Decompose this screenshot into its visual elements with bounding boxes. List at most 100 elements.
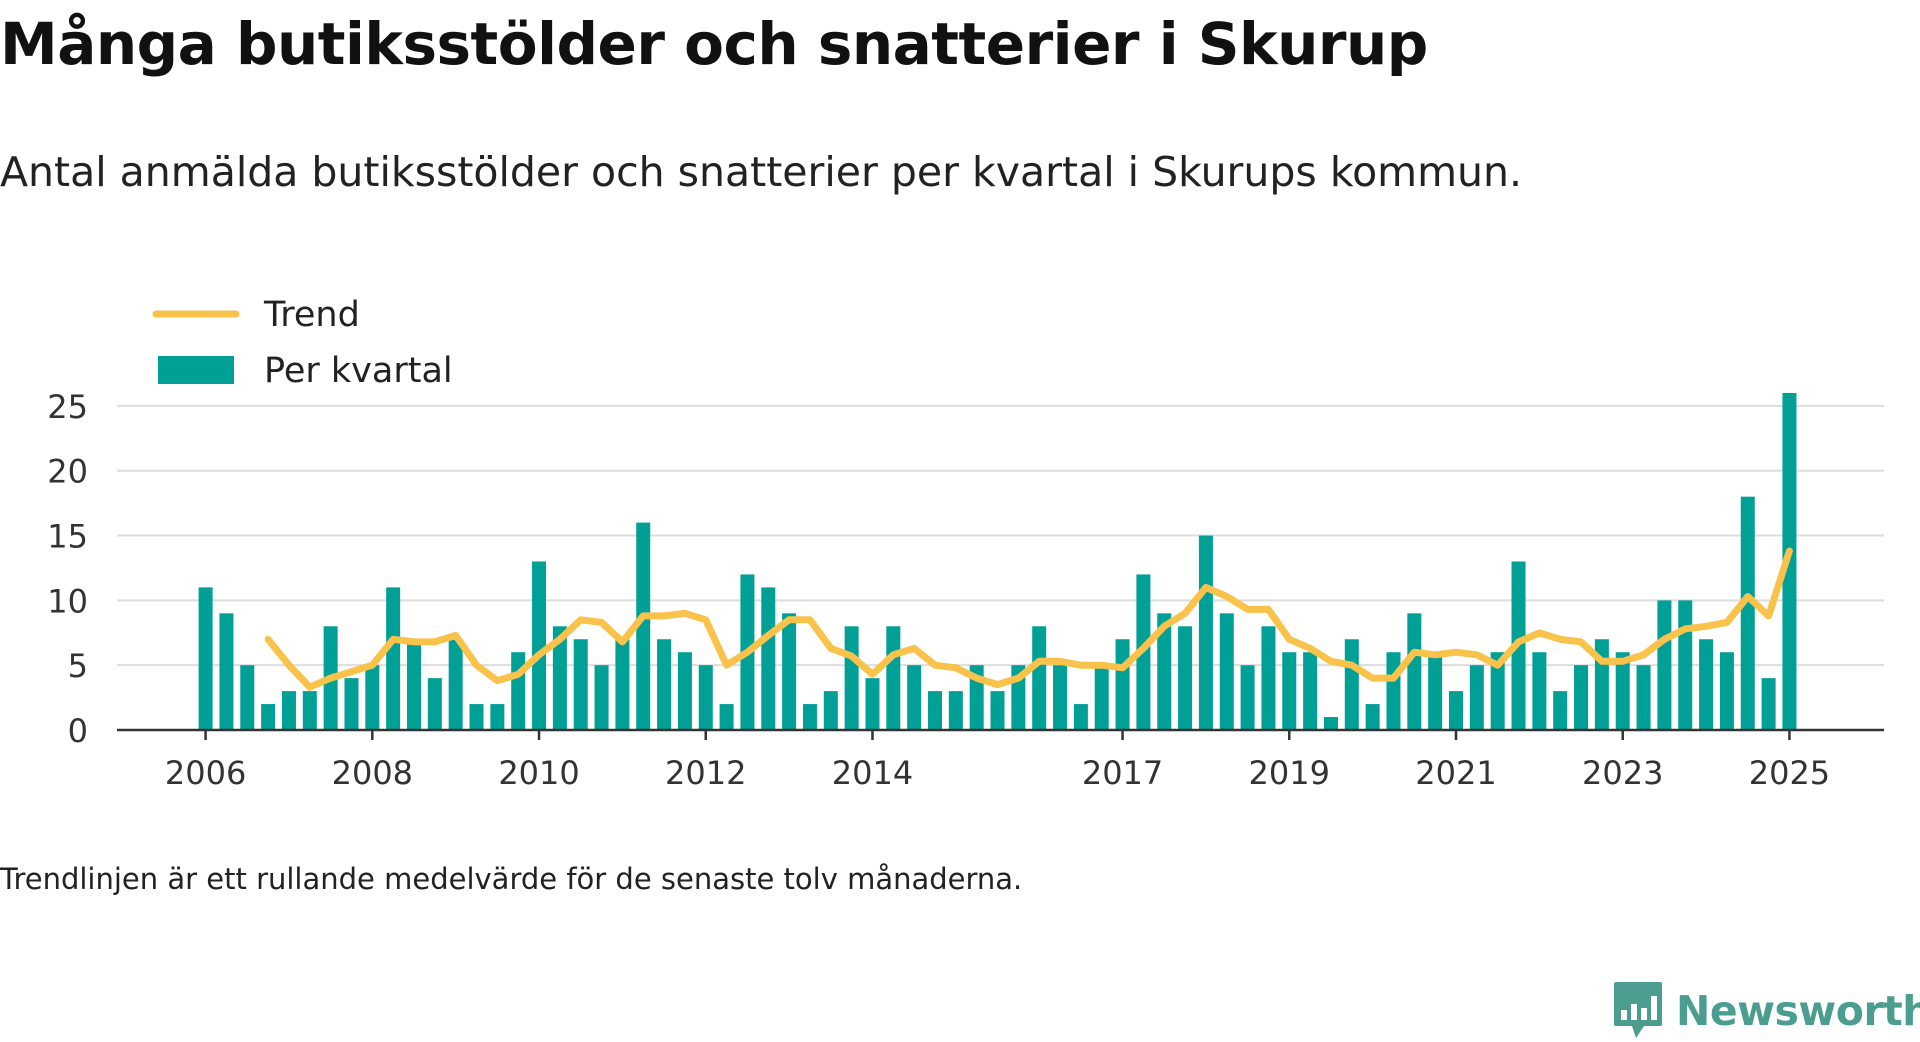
bar — [1219, 613, 1234, 730]
bar — [198, 587, 213, 730]
bar — [1115, 639, 1130, 730]
bar — [344, 678, 359, 730]
grid-lines — [117, 404, 1884, 667]
bar — [1719, 652, 1734, 730]
y-tick-label: 15 — [47, 518, 88, 556]
bar — [1699, 639, 1714, 730]
bar — [1032, 626, 1047, 730]
chart-subtitle: Antal anmälda butiksstölder och snatteri… — [0, 148, 1523, 196]
bar — [261, 704, 276, 730]
bar — [1178, 626, 1193, 730]
x-tick-label: 2012 — [665, 754, 746, 792]
bar — [802, 704, 817, 730]
bar — [281, 691, 296, 730]
bar — [1615, 652, 1630, 730]
y-tick-label: 20 — [47, 453, 88, 491]
y-tick-label: 25 — [47, 388, 88, 426]
bar — [844, 626, 859, 730]
x-tick-label: 2008 — [332, 754, 413, 792]
bar — [636, 522, 651, 730]
bar — [886, 626, 901, 730]
x-tick-label: 2006 — [165, 754, 246, 792]
y-tick-label: 5 — [68, 647, 88, 685]
bar — [1678, 600, 1693, 730]
bar — [573, 639, 588, 730]
trend-line — [264, 547, 1793, 691]
bar — [1365, 704, 1380, 730]
bar — [302, 691, 317, 730]
bar — [657, 639, 672, 730]
legend-bar-swatch — [158, 356, 234, 384]
x-tick-label: 2014 — [832, 754, 913, 792]
bar — [1553, 691, 1568, 730]
bar — [782, 613, 797, 730]
bar-series — [198, 392, 1797, 730]
bar — [948, 691, 963, 730]
bar-chart-speech-bubble-icon — [1614, 982, 1662, 1038]
legend-trend-label: Trend — [263, 295, 360, 335]
bar — [1282, 652, 1297, 730]
footnote: Trendlinjen är ett rullande medelvärde f… — [0, 862, 1023, 896]
x-tick-label: 2021 — [1415, 754, 1496, 792]
bar — [1094, 665, 1109, 730]
bar — [990, 691, 1005, 730]
bar — [511, 652, 526, 730]
bar — [490, 704, 505, 730]
bar — [219, 613, 234, 730]
y-tick-label: 10 — [47, 582, 88, 620]
bar — [552, 626, 567, 730]
bar — [1344, 639, 1359, 730]
x-axis-ticks: 2006 2008 2010 2012 2014 2017 2019 2021 2023 2025 — [165, 730, 1830, 792]
bar — [1323, 717, 1338, 730]
bar — [448, 639, 463, 730]
bar — [1261, 626, 1276, 730]
y-tick-label: 0 — [68, 712, 88, 750]
bar — [386, 587, 401, 730]
bar — [1407, 613, 1422, 730]
bar — [240, 665, 255, 730]
bar — [1740, 496, 1755, 730]
bar — [1386, 652, 1401, 730]
bar — [719, 704, 734, 730]
bar — [469, 704, 484, 730]
bar — [698, 665, 713, 730]
bar — [1657, 600, 1672, 730]
bar — [928, 691, 942, 730]
x-tick-label: 2019 — [1249, 754, 1330, 792]
bar — [407, 639, 421, 730]
x-tick-label: 2025 — [1749, 754, 1830, 792]
bar — [865, 678, 880, 730]
bar — [615, 639, 630, 730]
legend: Trend Per kvartal — [140, 280, 470, 395]
bar — [1073, 704, 1088, 730]
x-tick-label: 2023 — [1582, 754, 1663, 792]
bar — [907, 665, 922, 730]
bar — [1428, 652, 1443, 730]
bar — [677, 652, 692, 730]
bar — [1449, 691, 1463, 730]
bar — [532, 561, 547, 730]
bar — [1532, 652, 1547, 730]
bar — [1574, 665, 1589, 730]
y-axis-ticks: 0 5 10 15 20 25 — [47, 388, 88, 750]
bar — [1303, 652, 1318, 730]
bar — [823, 691, 838, 730]
bar — [1490, 652, 1505, 730]
newsworthy-logo: Newsworthy — [1612, 980, 1920, 1042]
x-tick-label: 2010 — [498, 754, 579, 792]
legend-bar-label: Per kvartal — [264, 351, 453, 391]
bar — [1636, 665, 1651, 730]
bar — [761, 587, 776, 730]
bar — [1240, 665, 1255, 730]
bar — [427, 678, 442, 730]
bar — [1053, 665, 1068, 730]
bar — [1469, 665, 1484, 730]
bar — [594, 665, 609, 730]
x-tick-label: 2017 — [1082, 754, 1163, 792]
bar — [1761, 678, 1776, 730]
bar — [1198, 535, 1213, 730]
page-title: Många butiksstölder och snatterier i Sku… — [0, 10, 1428, 78]
bar — [1157, 613, 1172, 730]
bar — [365, 665, 380, 730]
